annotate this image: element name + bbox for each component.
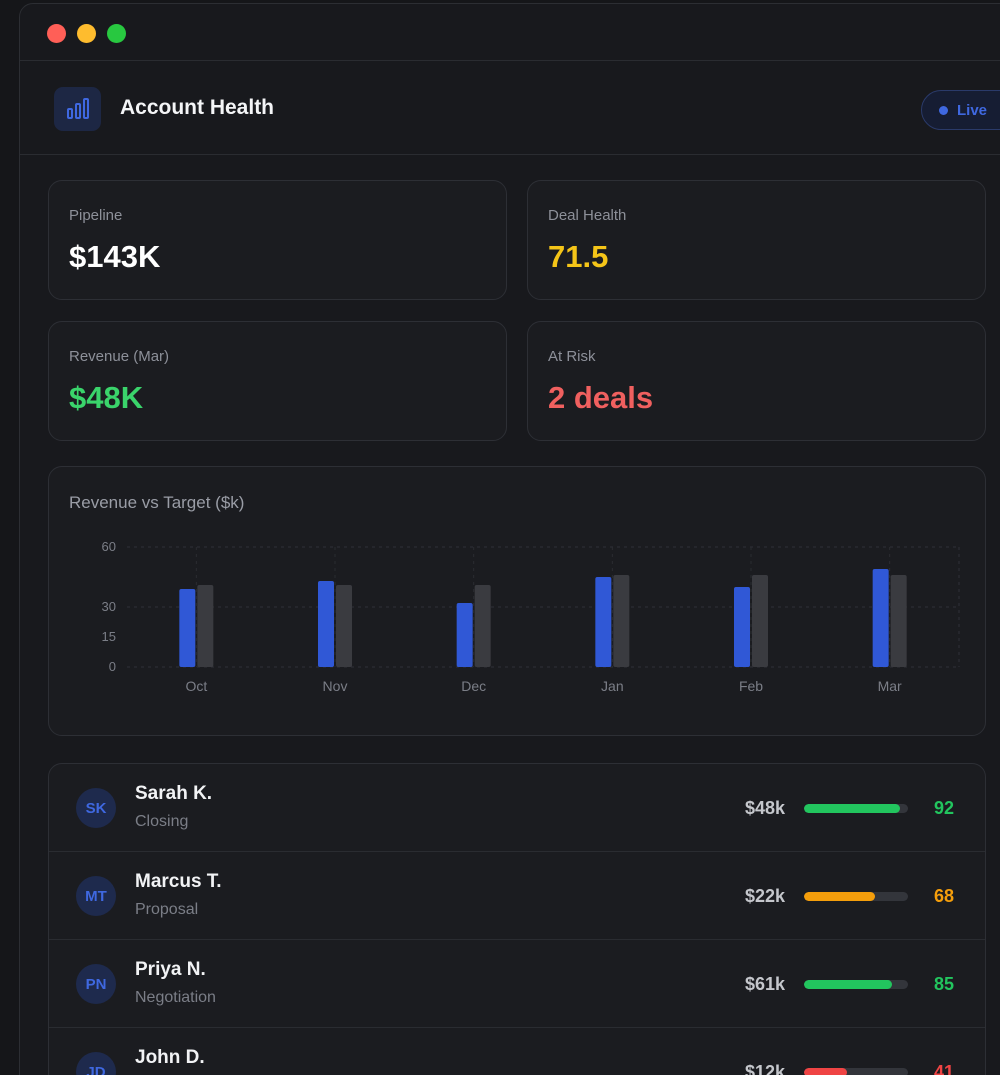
health-score: 68 (934, 886, 955, 906)
app-window: Account Health Live Pipeline $143K Deal … (19, 3, 1000, 1075)
account-name: Priya N. (135, 959, 206, 980)
y-tick-label: 60 (102, 539, 116, 554)
avatar: PN (76, 964, 116, 1004)
account-row[interactable]: SK Sarah K. Closing $48k 92 (49, 764, 985, 852)
health-bar (804, 892, 908, 901)
live-status-badge[interactable]: Live (921, 90, 1000, 130)
account-row[interactable]: MT Marcus T. Proposal $22k 68 (49, 852, 985, 940)
account-row[interactable]: JD John D. $12k 41 (49, 1028, 985, 1075)
account-amount: $61k (744, 974, 785, 994)
health-bar-fill (804, 1068, 847, 1075)
health-bar (804, 1068, 908, 1075)
revenue-bar (595, 577, 612, 667)
account-amount: $48k (744, 798, 785, 818)
target-bar (752, 575, 768, 667)
kpi-card-deal-health[interactable]: Deal Health 71.5 (527, 180, 986, 300)
revenue-vs-target-chart: 0 15 30 60 Oct Nov Dec Jan Feb Mar (102, 539, 960, 694)
account-name: John D. (135, 1047, 205, 1068)
account-stage: Closing (135, 813, 189, 830)
kpi-value: 71.5 (548, 239, 609, 274)
revenue-bar (318, 581, 334, 667)
health-bar-fill (804, 892, 875, 901)
account-name: Marcus T. (135, 871, 222, 892)
kpi-card-revenue[interactable]: Revenue (Mar) $48K (48, 321, 507, 441)
x-tick-label: Nov (323, 678, 348, 694)
account-name: Sarah K. (135, 783, 213, 804)
health-score: 92 (934, 798, 955, 818)
account-amount: $12k (744, 1062, 785, 1075)
target-bar (474, 585, 491, 667)
kpi-label: At Risk (548, 348, 596, 365)
target-bar (613, 575, 630, 667)
y-tick-label: 0 (109, 659, 116, 674)
health-score: 85 (934, 974, 955, 994)
revenue-chart-card: Revenue vs Target ($k) 0 15 30 60 Oct Nov Dec J… (48, 466, 986, 736)
live-label: Live (957, 101, 988, 119)
account-stage: Negotiation (135, 989, 216, 1006)
account-list: SK Sarah K. Closing $48k 92 MT Marcus T.… (48, 763, 986, 1075)
health-bar (804, 980, 908, 989)
avatar: SK (76, 788, 116, 828)
close-window-button[interactable] (47, 24, 66, 43)
title-bar (20, 4, 1000, 61)
chart-title: Revenue vs Target ($k) (69, 493, 245, 512)
health-bar-fill (804, 980, 893, 989)
page-header: Account Health Live (20, 61, 1000, 155)
kpi-card-at-risk[interactable]: At Risk 2 deals (527, 321, 986, 441)
health-bar (804, 804, 908, 813)
bar-chart-icon (54, 87, 101, 131)
revenue-bar (872, 569, 889, 667)
kpi-label: Pipeline (69, 207, 123, 224)
y-tick-label: 30 (102, 599, 116, 614)
x-tick-label: Jan (601, 678, 624, 694)
revenue-bar (734, 587, 750, 667)
health-score: 41 (934, 1062, 955, 1075)
kpi-card-pipeline[interactable]: Pipeline $143K (48, 180, 507, 300)
account-amount: $22k (744, 886, 785, 906)
avatar: JD (76, 1052, 116, 1075)
minimize-window-button[interactable] (77, 24, 96, 43)
maximize-window-button[interactable] (107, 24, 126, 43)
health-bar-fill (804, 804, 900, 813)
target-bar (336, 585, 352, 667)
account-row[interactable]: PN Priya N. Negotiation $61k 85 (49, 940, 985, 1028)
kpi-label: Revenue (Mar) (69, 348, 170, 365)
kpi-value: 2 deals (548, 380, 654, 415)
account-stage: Proposal (135, 901, 199, 918)
y-tick-label: 15 (102, 629, 116, 644)
kpi-value: $48K (69, 380, 144, 415)
x-tick-label: Dec (461, 678, 486, 694)
revenue-bar (179, 589, 196, 667)
x-tick-label: Feb (739, 678, 763, 694)
x-tick-label: Mar (878, 678, 902, 694)
target-bar (197, 585, 214, 667)
kpi-value: $143K (69, 239, 161, 274)
page-title: Account Health (120, 96, 275, 119)
kpi-label: Deal Health (548, 207, 627, 224)
live-dot-icon (939, 105, 948, 115)
x-tick-label: Oct (185, 678, 207, 694)
avatar: MT (76, 876, 116, 916)
revenue-bar (456, 603, 473, 667)
target-bar (890, 575, 907, 667)
